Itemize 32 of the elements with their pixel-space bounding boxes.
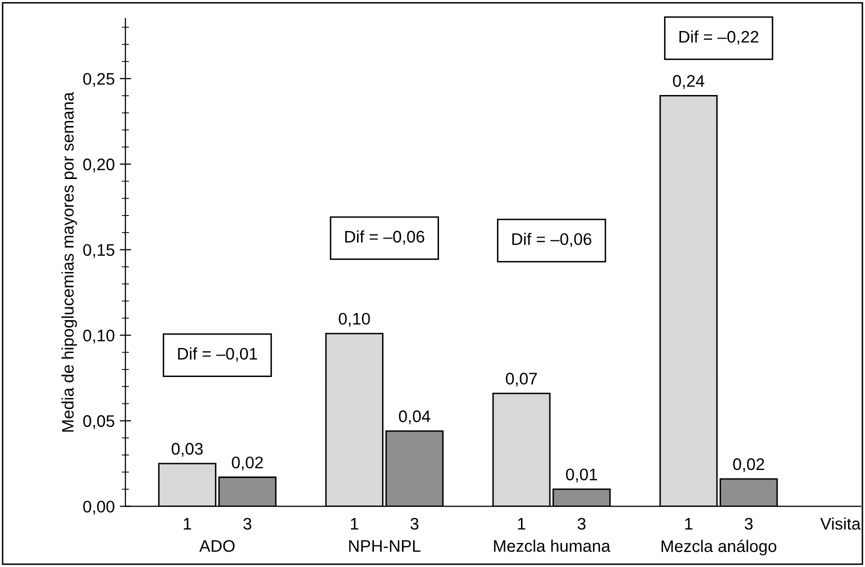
y-axis-title: Media de hipoglucemias mayores por semana	[61, 92, 78, 432]
text: 3	[578, 518, 586, 530]
x-tick-label: Mezcla humana	[494, 540, 610, 552]
series-label: 1	[184, 518, 192, 530]
x-axis-title: Visita	[820, 517, 861, 530]
annotation: Dif = –0,01	[178, 347, 258, 362]
data-label: 0,01	[566, 468, 598, 482]
x-tick-label: Mezcla análogo	[662, 540, 776, 556]
series-label: 3	[243, 518, 252, 530]
y-tick-label: 0,05	[83, 415, 114, 429]
x-tick-label: ADO	[199, 540, 235, 552]
text: 1	[518, 518, 526, 530]
text: 1	[685, 518, 692, 530]
data-label: 0,02	[232, 456, 263, 470]
y-tick-label: 0,10	[83, 330, 114, 344]
annotation: Dif = –0,22	[679, 30, 758, 45]
data-label: 0,03	[172, 442, 203, 457]
text: 3	[410, 518, 418, 530]
text: 3	[744, 518, 753, 530]
text: 1	[350, 518, 358, 530]
data-label: 0,10	[338, 312, 370, 327]
annotation: Dif = –0,06	[345, 230, 424, 245]
y-tick-label: 0,20	[83, 158, 114, 172]
data-label: 0,07	[506, 372, 537, 387]
data-label: 0,02	[733, 458, 764, 472]
data-label: 0,24	[672, 75, 704, 89]
y-tick-label: 0,00	[83, 500, 114, 515]
y-tick-label: 0,15	[83, 244, 114, 258]
x-tick-label: NPH-NPL	[349, 540, 420, 552]
data-label: 0,04	[398, 410, 430, 424]
y-tick-label: 0,25	[83, 72, 114, 87]
annotation: Dif = –0,06	[512, 232, 592, 248]
